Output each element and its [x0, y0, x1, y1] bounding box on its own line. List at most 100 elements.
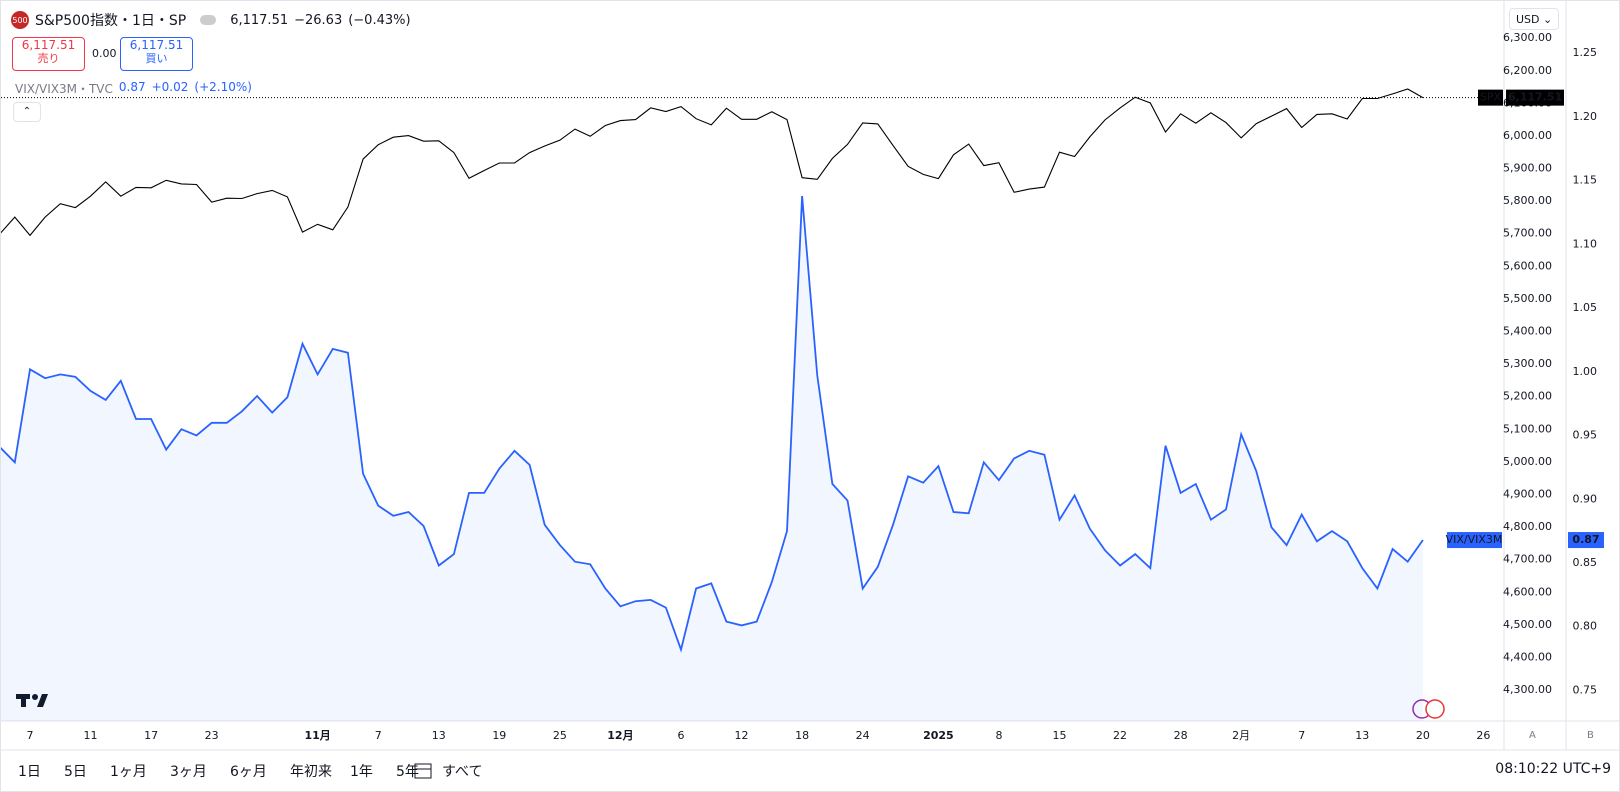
range-button[interactable]: 1ヶ月 [110, 764, 147, 780]
x-tick-label: 11 [84, 729, 98, 742]
y-tick-label: 6,300.00 [1503, 31, 1552, 44]
buy-label: 買い [145, 52, 168, 65]
y2-tick-label: 0.75 [1573, 683, 1598, 696]
y-tick-label: 5,600.00 [1503, 259, 1552, 272]
y-tick-label: 4,300.00 [1503, 683, 1552, 696]
y-tick-label: 5,000.00 [1503, 455, 1552, 468]
y2-tick-label: 1.00 [1573, 365, 1598, 378]
range-button[interactable]: すべて [442, 764, 483, 780]
calendar-icon[interactable] [414, 763, 432, 779]
y-tick-label: 4,500.00 [1503, 618, 1552, 631]
y-tick-label: 5,200.00 [1503, 390, 1552, 403]
x-tick-label: 15 [1053, 729, 1067, 742]
x-tick-label: 2025 [923, 729, 954, 742]
x-tick-label: 7 [26, 729, 33, 742]
x-tick-label: 20 [1416, 729, 1430, 742]
x-tick-label: 19 [492, 729, 506, 742]
x-tick-label: 13 [1355, 729, 1369, 742]
y-tick-label: 5,400.00 [1503, 325, 1552, 338]
series-tag: SPX [1480, 91, 1502, 104]
range-button[interactable]: 6ヶ月 [230, 764, 267, 780]
y2-tick-label: 1.25 [1573, 46, 1598, 59]
y-tick-label: 5,500.00 [1503, 292, 1552, 305]
value-tag: 6,117.51 [1508, 91, 1562, 104]
y2-tick-label: 0.80 [1573, 620, 1598, 633]
range-button[interactable]: 5年 [396, 764, 419, 780]
tv-logo [16, 694, 48, 707]
pane-b[interactable]: B [1587, 730, 1594, 741]
x-tick-label: 7 [1298, 729, 1305, 742]
y-tick-label: 6,200.00 [1503, 64, 1552, 77]
symbol-header: 500 S&P500指数・1日・SP 6,117.51 −26.63 (−0.4… [11, 10, 411, 30]
x-tick-label: 13 [432, 729, 446, 742]
value-tag: 0.87 [1572, 533, 1599, 546]
price: 6,117.51 [230, 12, 289, 28]
x-tick-label: 24 [856, 729, 870, 742]
y-tick-label: 5,800.00 [1503, 194, 1552, 207]
y-tick-label: 4,400.00 [1503, 650, 1552, 663]
series-tag-bg [1447, 532, 1502, 549]
series-line [1, 88, 1424, 237]
sell-price: 6,117.51 [21, 38, 76, 52]
y-tick-label: 5,100.00 [1503, 422, 1552, 435]
y2-tick-label: 0.85 [1573, 556, 1598, 569]
range-button[interactable]: 1日 [18, 764, 41, 780]
x-tick-label: 28 [1174, 729, 1188, 742]
x-tick-label: 7 [375, 729, 382, 742]
compare-change-pct: (+2.10%) [194, 80, 252, 94]
sell-label: 売り [37, 52, 60, 65]
range-button[interactable]: 年初来 [290, 764, 332, 780]
x-tick-label: 12月 [607, 729, 633, 742]
range-button[interactable]: 3ヶ月 [170, 764, 207, 780]
x-tick-label: 22 [1113, 729, 1127, 742]
y2-tick-label: 1.15 [1573, 174, 1598, 187]
y2-tick-label: 1.10 [1573, 237, 1598, 250]
change-pct: (−0.43%) [348, 12, 411, 28]
series-tag-bg [1478, 89, 1503, 106]
y2-tick-label: 1.20 [1573, 110, 1598, 123]
x-tick-label: 17 [144, 729, 158, 742]
y-tick-label: 4,700.00 [1503, 553, 1552, 566]
compare-symbol[interactable]: VIX/VIX3M・TVC [15, 82, 113, 96]
y-tick-label: 4,600.00 [1503, 585, 1552, 598]
spread: 0.00 [92, 47, 117, 60]
y-tick-label: 4,900.00 [1503, 487, 1552, 500]
y-tick-label: 4,800.00 [1503, 520, 1552, 533]
x-tick-label: 8 [995, 729, 1002, 742]
x-tick-label: 6 [678, 729, 685, 742]
compare-change: +0.02 [151, 80, 189, 94]
change: −26.63 [294, 12, 343, 28]
series-line [1, 195, 1424, 653]
compare-header: VIX/VIX3M・TVC 0.87 +0.02 (+2.10%) [15, 80, 252, 97]
sell-button[interactable]: 6,117.51 売り [12, 37, 85, 71]
y2-tick-label: 0.90 [1573, 492, 1598, 505]
clock[interactable]: 08:10:22 UTC+9 [1495, 761, 1611, 777]
buy-price: 6,117.51 [129, 38, 184, 52]
y2-tick-label: 1.05 [1573, 301, 1598, 314]
x-tick-label: 11月 [304, 729, 330, 742]
y-tick-label: 5,900.00 [1503, 162, 1552, 175]
status-dot [200, 15, 217, 25]
y-tick-label: 6,000.00 [1503, 129, 1552, 142]
currency-button[interactable]: USD ⌄ [1509, 8, 1559, 30]
x-tick-label: 23 [205, 729, 219, 742]
y-tick-label: 5,300.00 [1503, 357, 1552, 370]
plot [1, 88, 1424, 721]
series-tag: VIX/VIX3M [1446, 533, 1503, 546]
value-tag-bg [1506, 89, 1564, 106]
symbol[interactable]: S&P500指数・1日・SP [35, 13, 187, 29]
x-tick-label: 26 [1476, 729, 1490, 742]
y2-tick-label: 0.95 [1573, 429, 1598, 442]
compare-price: 0.87 [118, 80, 146, 94]
event-icons[interactable] [1412, 699, 1445, 719]
range-button[interactable]: 1年 [350, 764, 373, 780]
buy-button[interactable]: 6,117.51 買い [120, 37, 193, 71]
x-tick-label: 12 [735, 729, 749, 742]
collapse-button[interactable]: ⌃ [13, 102, 41, 122]
pane-a[interactable]: A [1529, 730, 1536, 741]
x-tick-label: 25 [553, 729, 567, 742]
range-button[interactable]: 5日 [64, 764, 87, 780]
x-tick-label: 2月 [1232, 729, 1250, 742]
